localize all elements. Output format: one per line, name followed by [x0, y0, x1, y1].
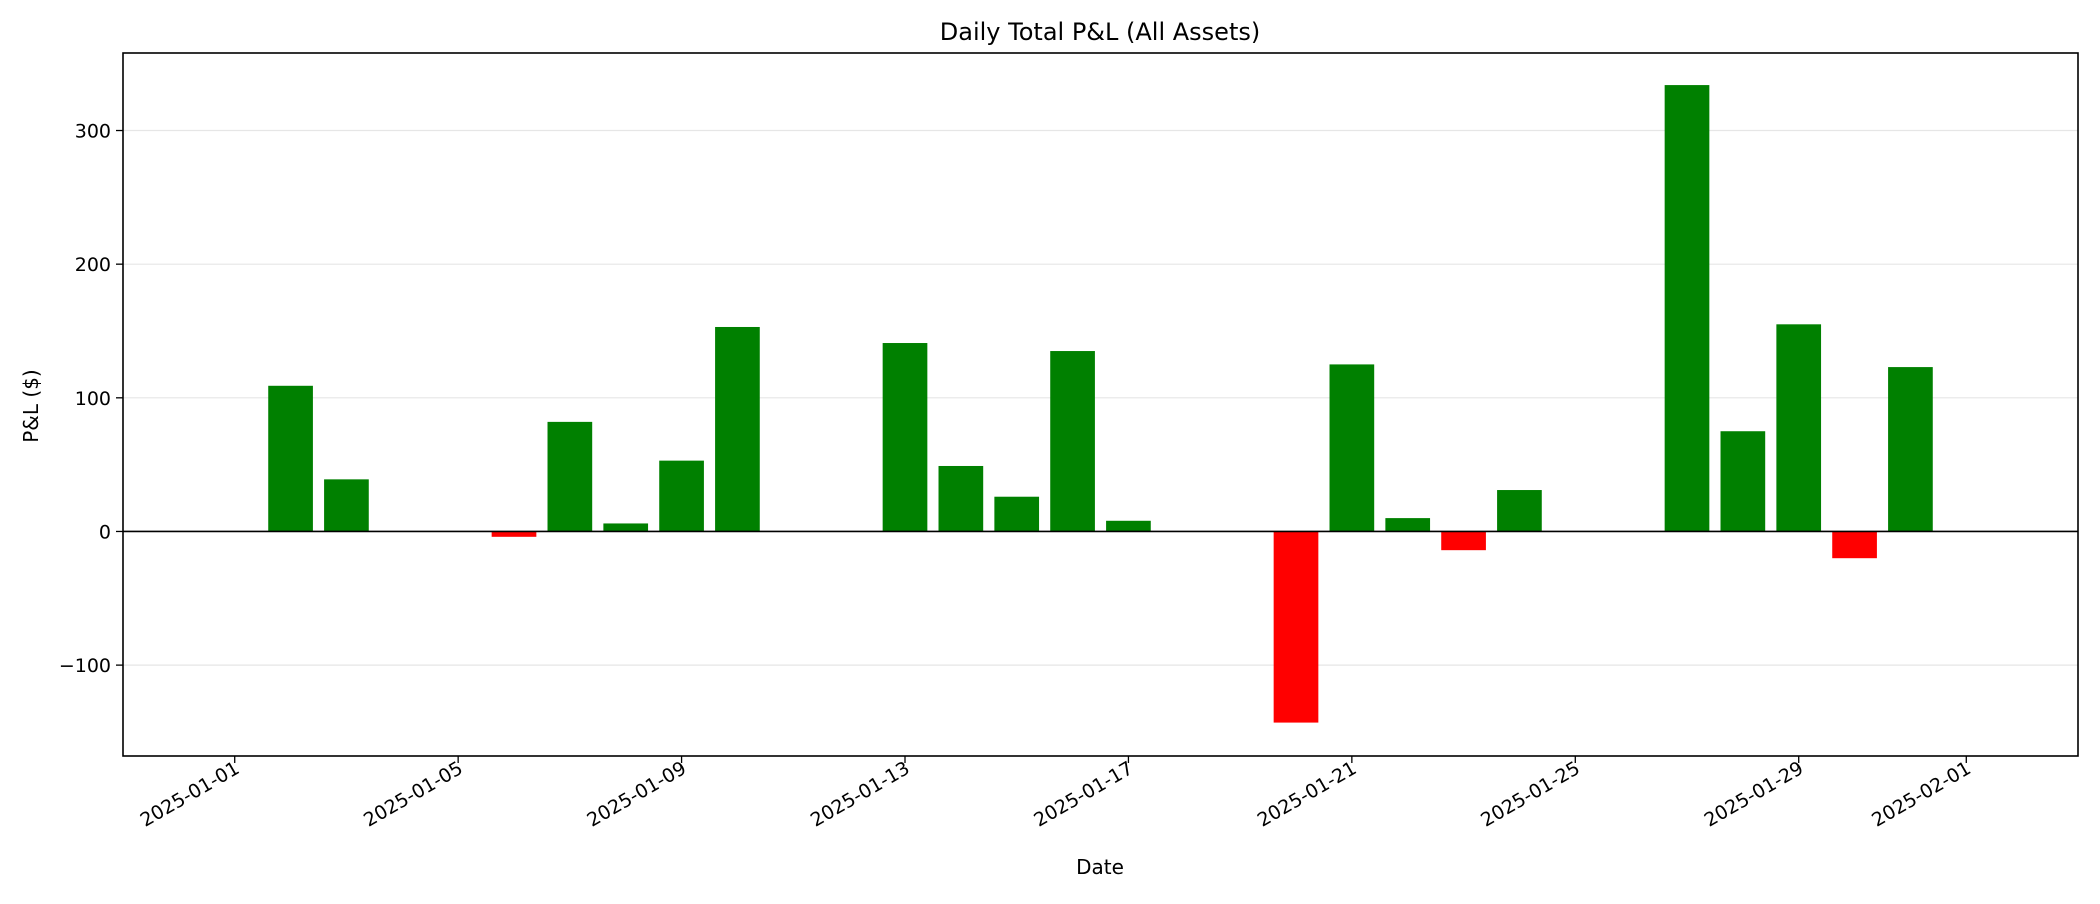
- x-tick-label: 2025-01-13: [807, 757, 914, 831]
- bar: [938, 465, 984, 532]
- x-tick-label: 2025-01-21: [1254, 757, 1361, 831]
- x-tick-label: 2025-01-09: [583, 757, 690, 831]
- bar: [715, 326, 760, 532]
- bar: [1050, 351, 1095, 532]
- y-axis-label: P&L ($): [19, 369, 43, 443]
- x-tick-label: 2025-01-05: [360, 757, 467, 831]
- bar: [1776, 324, 1822, 532]
- y-tick-label: 300: [75, 121, 111, 143]
- bar: [994, 496, 1040, 532]
- bar: [324, 479, 369, 532]
- bar: [882, 343, 928, 532]
- bar: [659, 460, 704, 532]
- bar: [1273, 531, 1319, 723]
- y-tick-label: 200: [75, 254, 111, 276]
- x-tick-label: 2025-02-01: [1868, 757, 1975, 831]
- x-tick-label: 2025-01-01: [137, 757, 244, 831]
- chart-title: Daily Total P&L (All Assets): [940, 18, 1260, 46]
- x-axis-label: Date: [1076, 855, 1124, 879]
- bar: [1664, 85, 1710, 532]
- plot-frame: [122, 52, 2079, 757]
- y-axis: −100 0 100 200 300: [59, 121, 123, 677]
- x-tick-label: 2025-01-17: [1030, 757, 1137, 831]
- x-tick-label: 2025-01-29: [1701, 757, 1808, 831]
- bar: [1832, 531, 1877, 559]
- bar: [1385, 518, 1431, 532]
- bar: [491, 531, 537, 537]
- bar: [1720, 431, 1766, 532]
- bar: [1329, 364, 1375, 532]
- bars: [268, 85, 1933, 723]
- x-tick-label: 2025-01-25: [1477, 757, 1584, 831]
- bar: [603, 523, 649, 532]
- bar: [1441, 531, 1486, 551]
- y-tick-label: 0: [99, 521, 111, 543]
- y-tick-label: 100: [75, 388, 111, 410]
- bar: [268, 385, 313, 532]
- y-tick-label: −100: [59, 655, 111, 677]
- x-axis: 2025-01-01 2025-01-05 2025-01-09 2025-01-13…: [137, 756, 1975, 832]
- bar: [1106, 520, 1151, 532]
- bar: [1888, 367, 1933, 532]
- bar: [547, 421, 593, 532]
- bar: [1497, 490, 1542, 532]
